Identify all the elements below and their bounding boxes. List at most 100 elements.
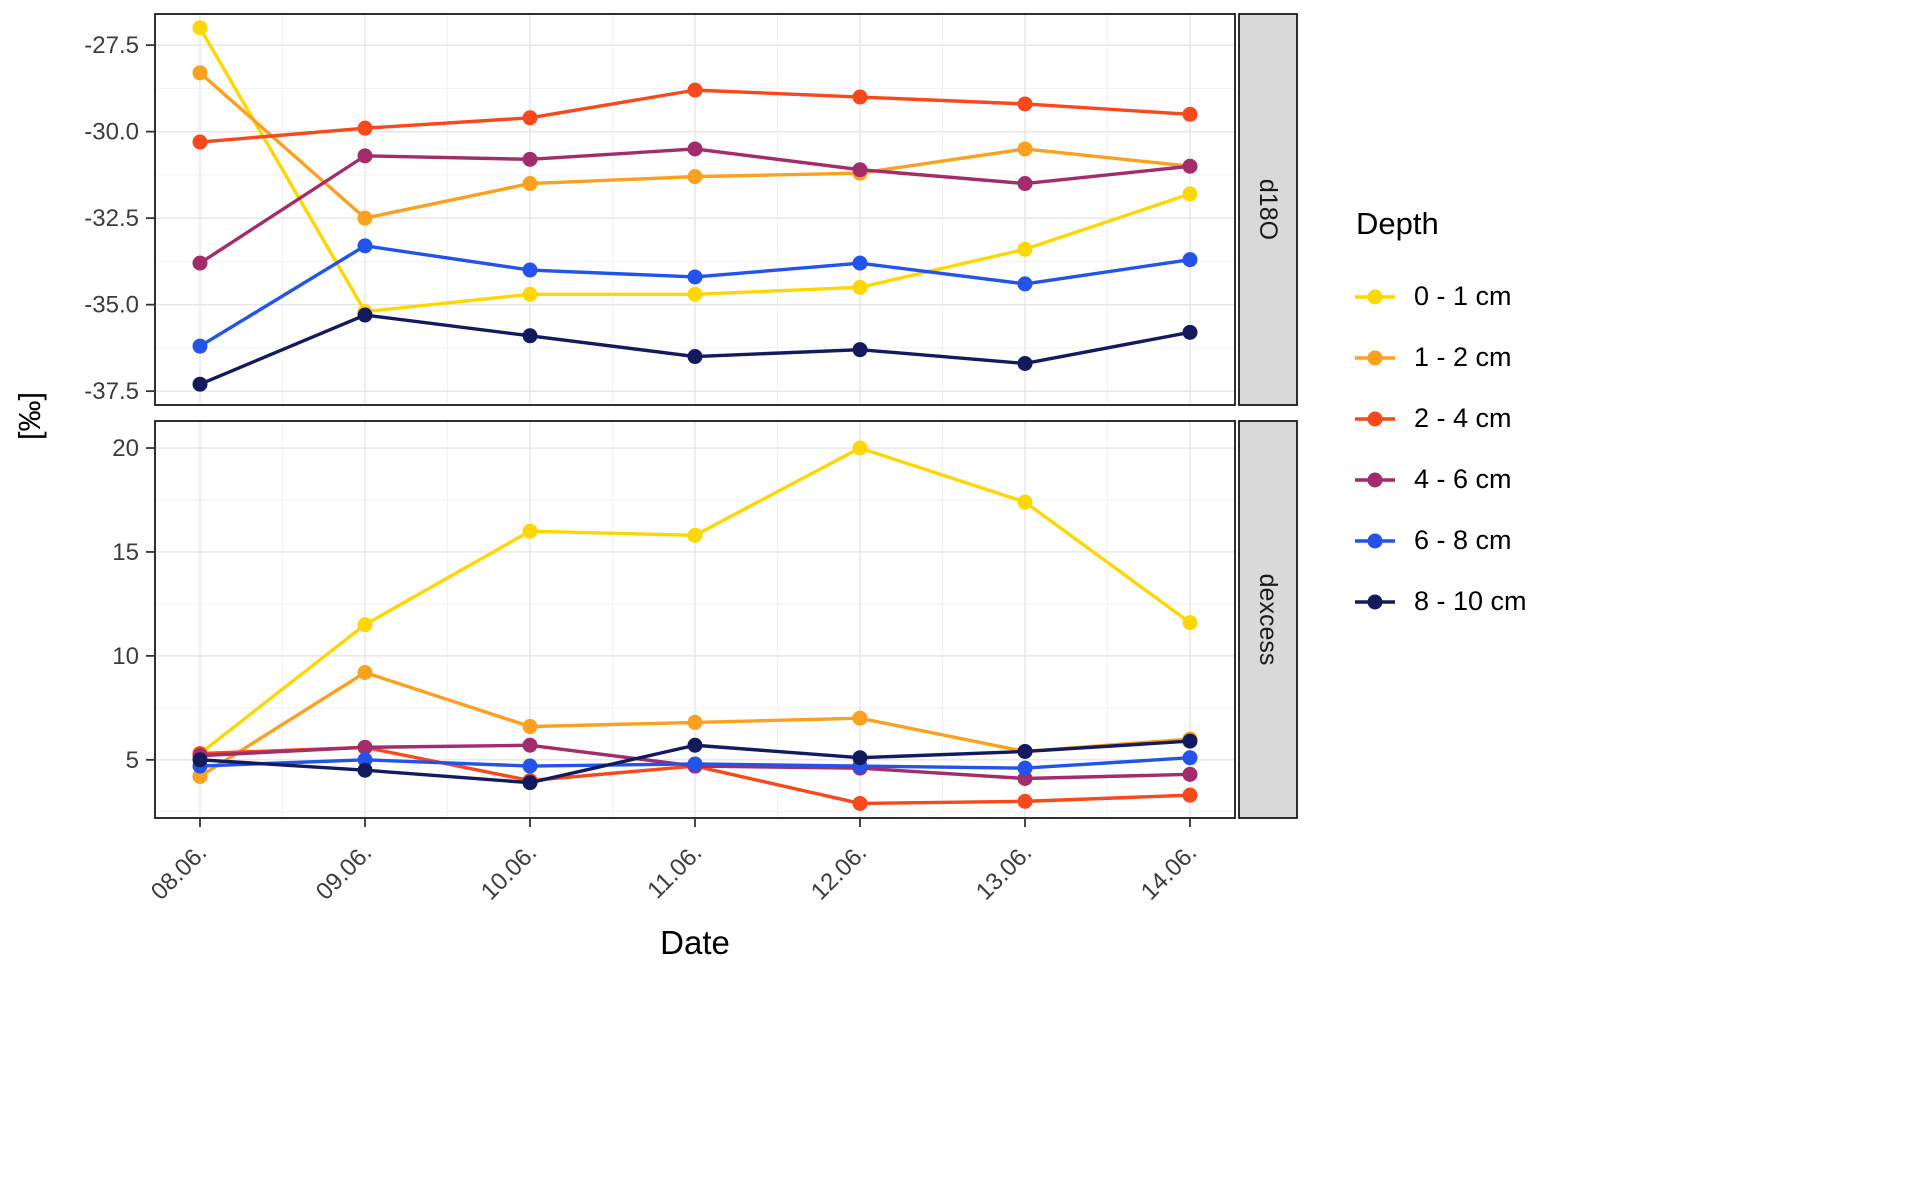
data-point [852, 255, 868, 271]
x-axis: 08.06. 09.06. 10.06. 11.06. 12.06. 13.06. 14.0… [146, 818, 1202, 905]
x-tick-label: 11.06. [642, 839, 707, 904]
data-point [687, 269, 703, 285]
data-point [1182, 766, 1198, 782]
legend-item-6-8cm: 6 - 8 cm [1352, 510, 1527, 571]
data-point [687, 737, 703, 753]
data-point [687, 82, 703, 98]
legend-key-icon [1355, 533, 1395, 548]
y-tick-label: -35.0 [84, 292, 139, 319]
data-point [522, 110, 538, 126]
data-point [192, 65, 208, 81]
y-tick-label: 20 [112, 435, 139, 462]
series-2-4cm [192, 82, 1198, 150]
data-point [852, 440, 868, 456]
data-point [357, 762, 373, 778]
data-point [1182, 787, 1198, 803]
data-point [522, 719, 538, 735]
data-point [687, 169, 703, 185]
data-point [1017, 760, 1033, 776]
legend: Depth 0 - 1 cm 1 - 2 cm 2 - 4 cm 4 - 6 cm 6 … [1352, 206, 1527, 632]
legend-key-icon [1355, 289, 1395, 304]
x-tick-label: 13.06. [971, 839, 1037, 905]
data-point [1182, 324, 1198, 340]
data-point [192, 752, 208, 768]
legend-item-0-1cm: 0 - 1 cm [1352, 266, 1527, 327]
x-tick-label: 09.06. [311, 839, 377, 905]
legend-key-icon [1355, 594, 1395, 609]
data-point [852, 89, 868, 105]
data-point [687, 286, 703, 302]
legend-item-1-2cm: 1 - 2 cm [1352, 327, 1527, 388]
legend-item-label: 8 - 10 cm [1414, 586, 1527, 616]
data-point [1017, 793, 1033, 809]
data-point [852, 710, 868, 726]
data-point [357, 665, 373, 681]
data-point [522, 176, 538, 192]
y-tick-label: 15 [112, 539, 139, 566]
data-point [522, 758, 538, 774]
data-point [192, 20, 208, 36]
facet-strip-label: dexcess [1254, 574, 1282, 666]
y-axis-title: [‰] [12, 391, 47, 441]
data-point [852, 162, 868, 178]
data-point [522, 737, 538, 753]
legend-item-2-4cm: 2 - 4 cm [1352, 388, 1527, 449]
data-point [522, 523, 538, 539]
panel-d18O: d18O -37.5 -35.0 -32.5 -30.0 -27.5 [84, 13, 1298, 406]
legend-key-icon [1355, 472, 1395, 487]
data-point [1017, 96, 1033, 112]
data-point [357, 120, 373, 136]
x-axis-title: Date [660, 924, 730, 961]
panel-border [154, 13, 1236, 406]
data-point [357, 752, 373, 768]
legend-item-label: 0 - 1 cm [1414, 281, 1512, 311]
x-tick-label: 12.06. [806, 839, 872, 905]
x-tick-label: 14.06. [1136, 839, 1202, 905]
data-point [357, 148, 373, 164]
series-8-10cm [192, 733, 1198, 791]
data-point [1017, 176, 1033, 192]
legend-item-label: 6 - 8 cm [1414, 525, 1512, 555]
series-6-8cm [192, 238, 1198, 354]
data-point [1017, 355, 1033, 371]
data-point [522, 151, 538, 167]
data-point [357, 617, 373, 633]
data-point [357, 210, 373, 226]
legend-item-8-10cm: 8 - 10 cm [1352, 571, 1527, 632]
data-point [1182, 158, 1198, 174]
y-tick-label: 10 [112, 643, 139, 670]
data-point [192, 338, 208, 354]
data-point [687, 349, 703, 365]
data-point [192, 768, 208, 784]
x-tick-label: 08.06. [146, 839, 212, 905]
data-point [687, 714, 703, 730]
facet-strip [1238, 13, 1298, 406]
data-point [852, 279, 868, 295]
data-point [357, 739, 373, 755]
grid-major [155, 14, 1235, 405]
data-point [1182, 252, 1198, 268]
legend-items: 0 - 1 cm 1 - 2 cm 2 - 4 cm 4 - 6 cm 6 - 8 cm… [1352, 266, 1527, 632]
y-tick-label: -37.5 [84, 378, 139, 405]
data-point [1017, 241, 1033, 257]
data-point [852, 750, 868, 766]
data-point [522, 286, 538, 302]
legend-title: Depth [1356, 206, 1439, 241]
legend-key-icon [1355, 411, 1395, 426]
legend-item-label: 1 - 2 cm [1414, 342, 1512, 372]
series-8-10cm [192, 307, 1198, 392]
legend-item-label: 2 - 4 cm [1414, 403, 1512, 433]
x-tick-label: 10.06. [476, 839, 542, 905]
data-point [687, 141, 703, 157]
data-point [192, 376, 208, 392]
data-point [852, 342, 868, 358]
y-tick-label: -30.0 [84, 119, 139, 146]
legend-item-4-6cm: 4 - 6 cm [1352, 449, 1527, 510]
data-point [1182, 186, 1198, 202]
legend-item-label: 4 - 6 cm [1414, 464, 1512, 494]
data-point [687, 527, 703, 543]
y-tick-label: -27.5 [84, 32, 139, 59]
data-point [1017, 141, 1033, 157]
